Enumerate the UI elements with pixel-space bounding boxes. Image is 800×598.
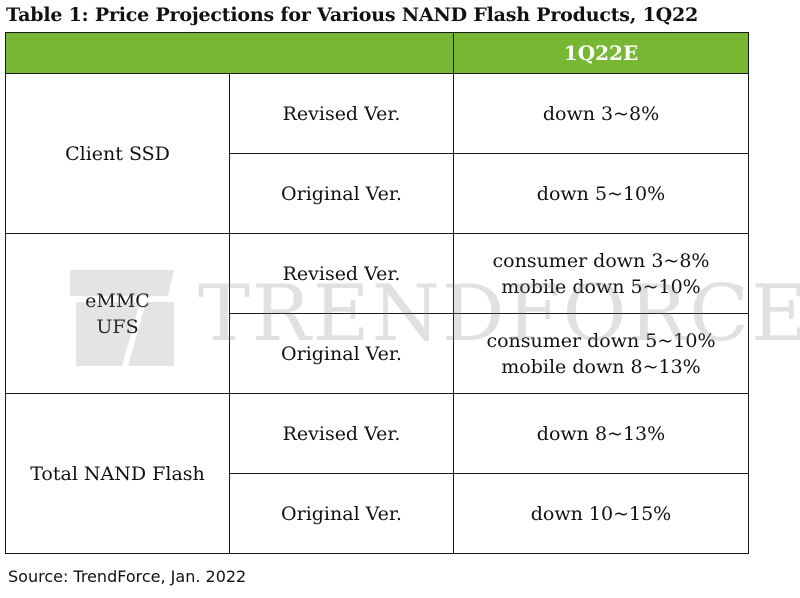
version-label: Revised Ver. xyxy=(229,233,454,314)
table-row: Client SSD Revised Ver. down 3~8% xyxy=(5,73,749,234)
column-header-1q22e: 1Q22E xyxy=(453,32,749,74)
table-row: eMMC UFS Revised Ver. consumer down 3~8%… xyxy=(5,233,749,394)
table-row: Total NAND Flash Revised Ver. down 8~13% xyxy=(5,393,749,554)
category-line: eMMC xyxy=(85,289,150,312)
category-emmc-ufs: eMMC UFS xyxy=(5,233,230,394)
projection-line: down 8~13% xyxy=(536,422,666,445)
table-row: Original Ver. down 10~15% xyxy=(6,473,749,554)
header-blank-cell xyxy=(5,32,454,74)
version-label: Original Ver. xyxy=(229,153,454,234)
projection-line: down 3~8% xyxy=(542,102,660,125)
projection-value: down 5~10% xyxy=(453,153,749,234)
projection-value: down 8~13% xyxy=(453,393,749,474)
table-row: Original Ver. consumer down 5~10% mobile… xyxy=(6,313,749,394)
table-row: Original Ver. down 5~10% xyxy=(6,153,749,234)
projection-line: mobile down 8~13% xyxy=(501,355,701,378)
version-label: Original Ver. xyxy=(229,473,454,554)
version-label: Revised Ver. xyxy=(229,393,454,474)
source-note: Source: TrendForce, Jan. 2022 xyxy=(8,567,247,586)
projection-value: consumer down 5~10% mobile down 8~13% xyxy=(453,313,749,394)
category-line: UFS xyxy=(96,315,139,338)
projection-value: down 3~8% xyxy=(453,73,749,154)
projection-line: consumer down 3~8% xyxy=(492,249,710,272)
projection-line: mobile down 5~10% xyxy=(501,275,701,298)
projection-value: consumer down 3~8% mobile down 5~10% xyxy=(453,233,749,314)
projection-line: down 10~15% xyxy=(530,502,672,525)
table-header-row: 1Q22E xyxy=(5,32,749,74)
version-label: Original Ver. xyxy=(229,313,454,394)
price-projection-table: 1Q22E Client SSD Revised Ver. down 3~8% … xyxy=(5,32,749,554)
projection-line: down 5~10% xyxy=(536,182,666,205)
projection-line: consumer down 5~10% xyxy=(486,329,716,352)
version-label: Revised Ver. xyxy=(229,73,454,154)
projection-value: down 10~15% xyxy=(453,473,749,554)
table-title: Table 1: Price Projections for Various N… xyxy=(6,4,699,26)
category-client-ssd: Client SSD xyxy=(5,73,230,234)
category-total-nand-flash: Total NAND Flash xyxy=(5,393,230,554)
